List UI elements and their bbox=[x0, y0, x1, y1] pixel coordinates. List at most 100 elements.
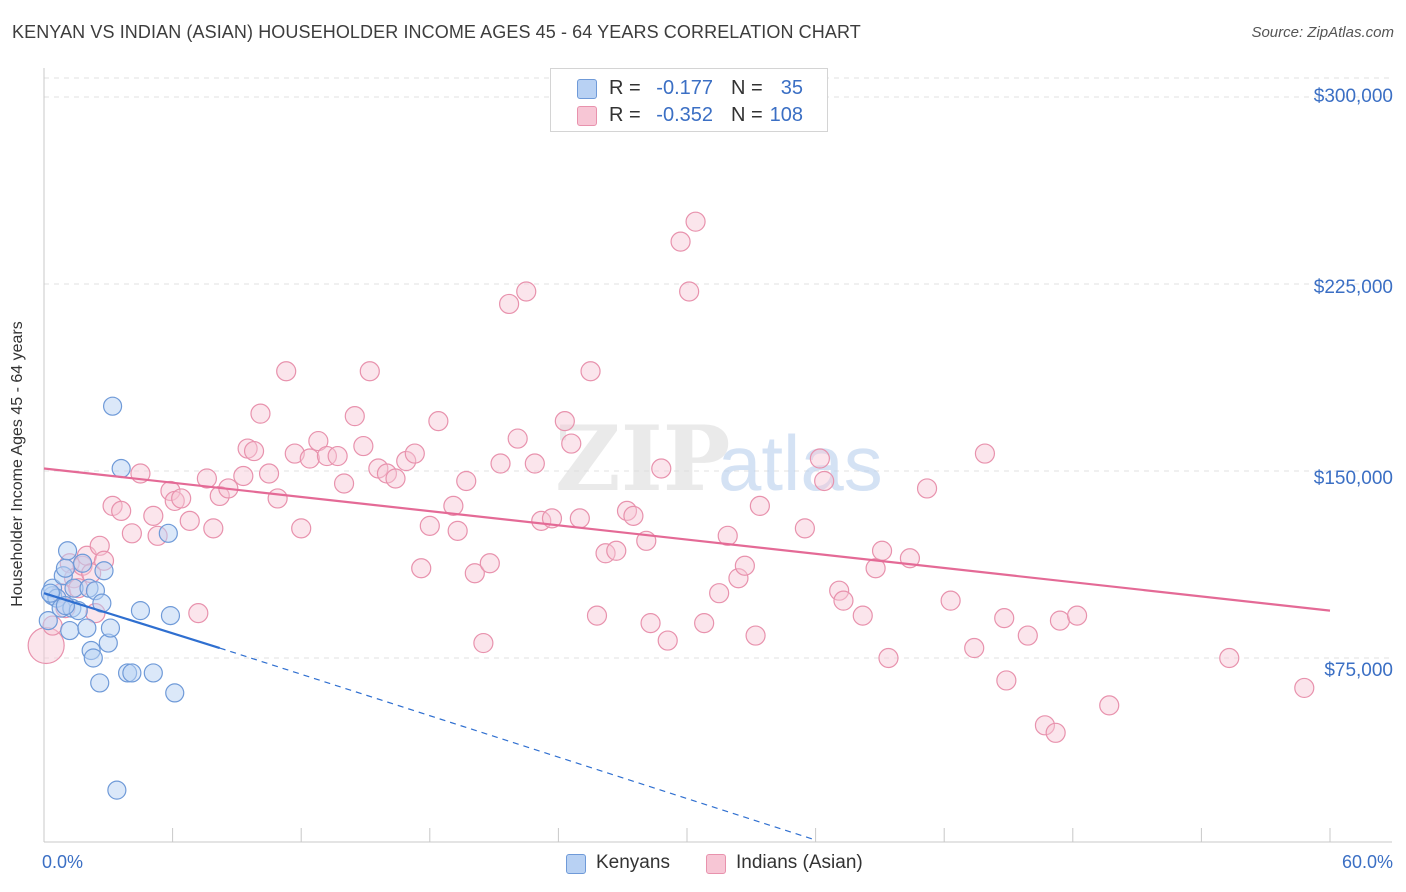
data-point-indians bbox=[657, 630, 678, 651]
data-point-indians bbox=[479, 553, 500, 574]
data-point-indians bbox=[209, 485, 230, 507]
data-point-indians bbox=[1017, 625, 1038, 646]
data-point-kenyans bbox=[130, 601, 151, 621]
data-point-indians bbox=[516, 281, 537, 302]
data-point-indians bbox=[685, 211, 706, 232]
data-point-indians bbox=[443, 495, 464, 517]
data-point-indians bbox=[829, 580, 850, 601]
data-point-kenyans bbox=[38, 610, 58, 631]
data-point-indians bbox=[233, 465, 254, 487]
data-point-indians bbox=[1099, 695, 1120, 716]
data-point-indians bbox=[734, 555, 755, 576]
data-point-indians bbox=[569, 508, 590, 529]
data-point-kenyans bbox=[100, 618, 121, 638]
data-point-indians bbox=[794, 518, 815, 539]
indians-swatch bbox=[706, 854, 726, 874]
data-point-kenyans bbox=[55, 558, 76, 578]
data-point-kenyans bbox=[94, 561, 114, 581]
data-point-indians bbox=[411, 558, 432, 579]
data-point-indians bbox=[385, 468, 406, 489]
data-point-indians bbox=[1294, 677, 1315, 699]
chart-title: KENYAN VS INDIAN (ASIAN) HOUSEHOLDER INC… bbox=[12, 22, 861, 42]
source-label: Source: ZipAtlas.com bbox=[1251, 24, 1394, 41]
data-point-kenyans bbox=[122, 663, 142, 683]
data-point-indians bbox=[89, 535, 110, 556]
data-point-kenyans bbox=[143, 663, 163, 683]
data-point-indians bbox=[258, 463, 280, 484]
data-point-indians bbox=[1066, 605, 1088, 626]
data-point-indians bbox=[327, 445, 348, 467]
data-point-kenyans bbox=[111, 458, 131, 479]
data-point-indians bbox=[670, 231, 691, 252]
data-point-indians bbox=[728, 568, 749, 589]
data-point-indians bbox=[456, 470, 477, 492]
data-point-indians bbox=[419, 515, 440, 536]
data-point-indians bbox=[586, 605, 608, 626]
data-point-indians bbox=[561, 433, 582, 454]
data-point-indians bbox=[464, 563, 485, 584]
legend-row-indians: R = -0.352 N = 108 bbox=[551, 102, 827, 128]
data-point-indians bbox=[490, 453, 511, 474]
data-point-indians bbox=[878, 647, 899, 669]
data-point-kenyans bbox=[83, 648, 103, 668]
data-point-kenyans bbox=[102, 396, 123, 416]
data-point-indians bbox=[1049, 610, 1071, 631]
data-point-indians bbox=[964, 637, 985, 659]
data-point-indians bbox=[1045, 722, 1066, 743]
data-point-indians bbox=[717, 525, 738, 546]
data-point-indians bbox=[171, 488, 192, 509]
kenyans-swatch bbox=[566, 854, 586, 874]
legend-stats: R = -0.177 N = 35 R = -0.352 N = 108 bbox=[550, 68, 828, 132]
data-point-indians bbox=[580, 361, 601, 382]
data-point-indians bbox=[111, 500, 132, 521]
data-point-indians bbox=[291, 518, 312, 539]
data-point-indians bbox=[974, 443, 996, 464]
data-point-indians bbox=[196, 468, 217, 489]
data-point-indians bbox=[499, 293, 520, 315]
watermark-atlas: atlas bbox=[718, 419, 883, 507]
data-point-kenyans bbox=[107, 780, 127, 800]
data-point-indians bbox=[1034, 715, 1056, 736]
data-point-indians bbox=[267, 488, 288, 509]
data-point-indians bbox=[243, 440, 265, 462]
indians-swatch bbox=[577, 106, 597, 126]
data-point-indians bbox=[871, 540, 893, 561]
data-point-indians bbox=[524, 453, 545, 474]
data-point-indians bbox=[814, 470, 835, 492]
data-point-indians bbox=[428, 411, 449, 432]
x-tick-label-min: 0.0% bbox=[42, 852, 84, 872]
trendline-kenyans-extension bbox=[219, 647, 816, 841]
legend-label: Indians (Asian) bbox=[736, 852, 863, 873]
data-point-indians bbox=[359, 361, 380, 382]
data-point-indians bbox=[188, 603, 209, 624]
data-point-indians bbox=[333, 473, 355, 494]
data-point-kenyans bbox=[57, 541, 78, 561]
trendline-kenyans bbox=[43, 592, 221, 650]
data-point-kenyans bbox=[72, 553, 93, 573]
data-point-indians bbox=[640, 612, 661, 634]
data-point-indians bbox=[651, 458, 672, 479]
watermark-zip: ZIP bbox=[555, 406, 730, 512]
r-label: R = bbox=[609, 104, 641, 126]
y-tick-label: $75,000 bbox=[1324, 660, 1393, 681]
data-point-indians bbox=[1219, 647, 1240, 669]
data-point-indians bbox=[694, 612, 715, 634]
data-point-indians bbox=[940, 590, 961, 611]
data-point-indians bbox=[250, 403, 271, 424]
data-point-indians bbox=[143, 505, 164, 526]
data-point-kenyans bbox=[160, 606, 181, 626]
data-point-kenyans bbox=[90, 673, 110, 693]
data-point-indians bbox=[353, 435, 374, 457]
data-point-indians bbox=[308, 430, 329, 452]
data-point-indians bbox=[121, 523, 142, 544]
data-point-indians bbox=[316, 445, 338, 467]
data-point-indians bbox=[554, 411, 575, 432]
data-point-indians bbox=[203, 518, 224, 539]
data-point-indians bbox=[344, 406, 365, 427]
y-tick-label: $225,000 bbox=[1313, 277, 1393, 298]
r-label: R = bbox=[609, 77, 641, 99]
data-point-indians bbox=[865, 558, 886, 579]
data-point-indians bbox=[916, 478, 938, 499]
kenyans-swatch bbox=[577, 79, 597, 99]
